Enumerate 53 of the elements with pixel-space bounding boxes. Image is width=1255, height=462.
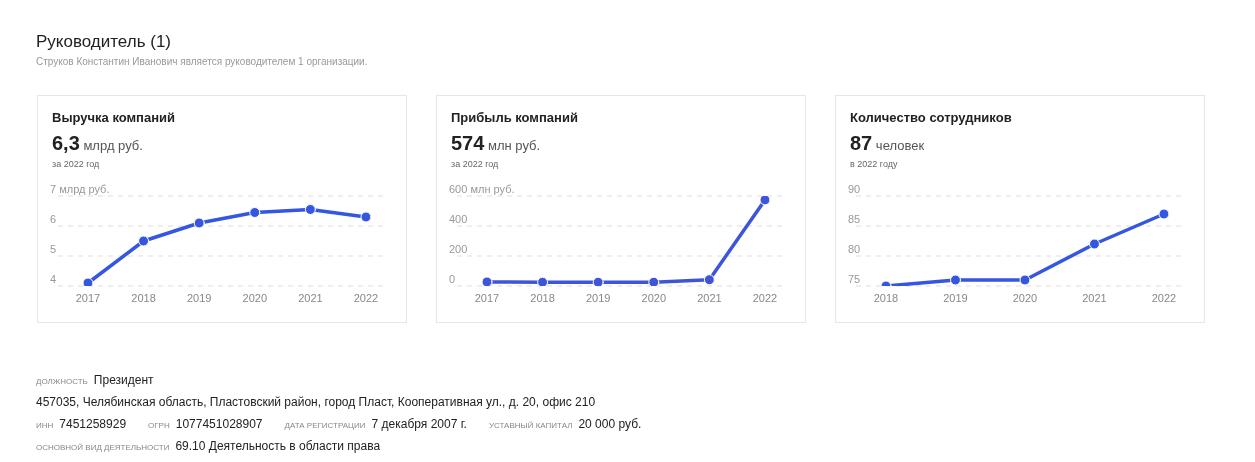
x-tick-label: 2022 — [353, 291, 379, 304]
text: 7451258929 — [59, 417, 127, 431]
y-tick-label: 85 — [848, 213, 861, 225]
x-tick-label: 2017 — [75, 291, 101, 304]
x-tick-label: 2022 — [1151, 291, 1177, 304]
x-tick-label: 2018 — [873, 291, 899, 304]
x-tick-label: 2019 — [186, 291, 212, 304]
text: ОГРН — [148, 421, 170, 430]
y-tick-label: 90 — [848, 183, 861, 195]
text: ДАТА РЕГИСТРАЦИИ — [284, 421, 366, 430]
chart-subtitle: 87 человек — [850, 132, 925, 154]
text: 1077451028907 — [175, 417, 263, 431]
x-tick-label: 2020 — [242, 291, 268, 304]
x-tick-label: 2019 — [943, 291, 968, 304]
chart-title: Прибыль компаний — [451, 110, 578, 125]
text: 7 декабря 2007 г. — [371, 417, 467, 431]
x-tick-label: 2017 — [474, 291, 500, 304]
y-tick-label: 5 — [50, 243, 57, 255]
chart-title: Выручка компаний — [52, 110, 176, 125]
x-tick-label: 2019 — [585, 291, 611, 304]
text: ИНН — [36, 421, 54, 430]
text: в 2022 году — [850, 159, 898, 169]
y-tick-label: 200 — [449, 243, 468, 255]
x-tick-label: 2021 — [1082, 291, 1107, 304]
y-tick-label: 6 — [50, 213, 57, 225]
text: УСТАВНЫЙ КАПИТАЛ — [488, 421, 573, 430]
text: за 2022 год — [52, 159, 100, 169]
y-tick-label: 75 — [848, 273, 861, 285]
x-tick-label: 2020 — [641, 291, 667, 304]
chart-title: Количество сотрудников — [850, 110, 1012, 125]
y-tick-label: 600 млн руб. — [449, 183, 515, 195]
y-tick-label: 4 — [50, 273, 57, 285]
chart-subtitle: 574 млн руб. — [451, 132, 541, 154]
text: за 2022 год — [451, 159, 499, 169]
y-tick-label: 80 — [848, 243, 861, 255]
text: 69.10 Деятельность в области права — [175, 439, 381, 453]
y-tick-label: 7 млрд руб. — [50, 183, 110, 195]
text: Руководитель (1) — [36, 32, 173, 52]
text: ДОЛЖНОСТЬ — [36, 377, 88, 386]
x-tick-label: 2018 — [530, 291, 555, 304]
text: Президент — [93, 373, 154, 387]
text: 20 000 руб. — [578, 417, 642, 431]
y-tick-label: 400 — [449, 213, 468, 225]
x-tick-label: 2020 — [1012, 291, 1038, 304]
x-tick-label: 2022 — [752, 291, 778, 304]
text: ОСНОВНОЙ ВИД ДЕЯТЕЛЬНОСТИ — [36, 443, 170, 452]
x-tick-label: 2021 — [298, 291, 323, 304]
x-tick-label: 2021 — [697, 291, 722, 304]
chart-subtitle: 6,3 млрд руб. — [52, 132, 143, 154]
text: Струков Константин Иванович является руководителем 1 организации. — [36, 56, 368, 67]
x-tick-label: 2018 — [131, 291, 156, 304]
text: 457035, Челябинская область, Пластовский район, город Пласт, Кооперативная ул., д. 20, офис 210 — [36, 395, 596, 409]
y-tick-label: 0 — [449, 273, 456, 285]
